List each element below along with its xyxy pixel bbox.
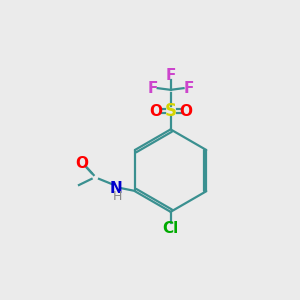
Text: O: O bbox=[179, 103, 192, 118]
Text: O: O bbox=[76, 156, 89, 171]
Text: F: F bbox=[147, 81, 158, 96]
Text: Cl: Cl bbox=[163, 221, 179, 236]
Text: S: S bbox=[165, 102, 177, 120]
Text: O: O bbox=[149, 103, 162, 118]
Text: N: N bbox=[110, 181, 122, 196]
Text: F: F bbox=[165, 68, 176, 83]
Text: H: H bbox=[112, 190, 122, 203]
Text: F: F bbox=[184, 81, 194, 96]
